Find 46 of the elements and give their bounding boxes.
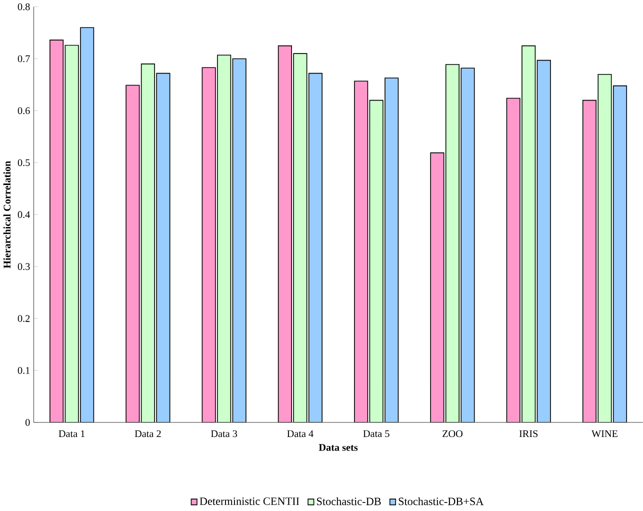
y-tick-label: 0 <box>25 419 30 426</box>
bar <box>80 27 94 423</box>
y-tick-label: 0.6 <box>18 107 30 114</box>
x-tick-label: Data 2 <box>134 430 161 438</box>
bar <box>140 64 155 423</box>
bar <box>445 64 460 423</box>
x-tick-label: Data 1 <box>58 430 85 438</box>
bar <box>156 73 170 423</box>
bar <box>232 58 246 423</box>
bar <box>384 78 399 423</box>
bar <box>612 86 628 423</box>
bar <box>308 73 322 423</box>
y-tick-label: 0.2 <box>18 315 30 322</box>
bar <box>536 60 551 423</box>
bar <box>278 46 292 423</box>
y-tick-label: 0.7 <box>18 55 30 62</box>
bar <box>50 40 64 423</box>
y-tick-label: 0.5 <box>18 159 30 166</box>
bar <box>293 53 308 423</box>
bar <box>582 100 596 423</box>
bar <box>430 152 444 423</box>
bar <box>598 74 612 423</box>
y-tick-label: 0.4 <box>18 211 30 218</box>
bar <box>217 54 232 423</box>
legend-label: Deterministic CENTII <box>200 498 300 506</box>
bar <box>369 100 384 423</box>
bar <box>460 68 475 423</box>
bar <box>126 85 140 423</box>
x-axis-title: Data sets <box>318 444 358 452</box>
y-tick-label: 0.1 <box>18 367 30 374</box>
legend-label: Stochastic-DB <box>317 498 381 506</box>
bar <box>202 67 216 423</box>
legend-label: Stochastic-DB+SA <box>398 498 484 506</box>
x-tick-label: Data 4 <box>287 430 314 438</box>
x-tick-label: IRIS <box>519 430 538 438</box>
bar <box>506 98 520 423</box>
bar <box>354 80 368 423</box>
y-tick-label: 0.3 <box>18 263 30 270</box>
x-tick-label: Data 5 <box>363 430 390 438</box>
x-tick-label: Data 3 <box>210 430 238 438</box>
y-tick-label: 0.8 <box>18 4 30 10</box>
x-tick-label: ZOO <box>442 430 462 438</box>
y-axis-title: Hierarchical Correlation <box>3 161 11 268</box>
bar <box>522 46 536 423</box>
bar <box>64 45 79 423</box>
x-tick-label: WINE <box>592 430 618 438</box>
